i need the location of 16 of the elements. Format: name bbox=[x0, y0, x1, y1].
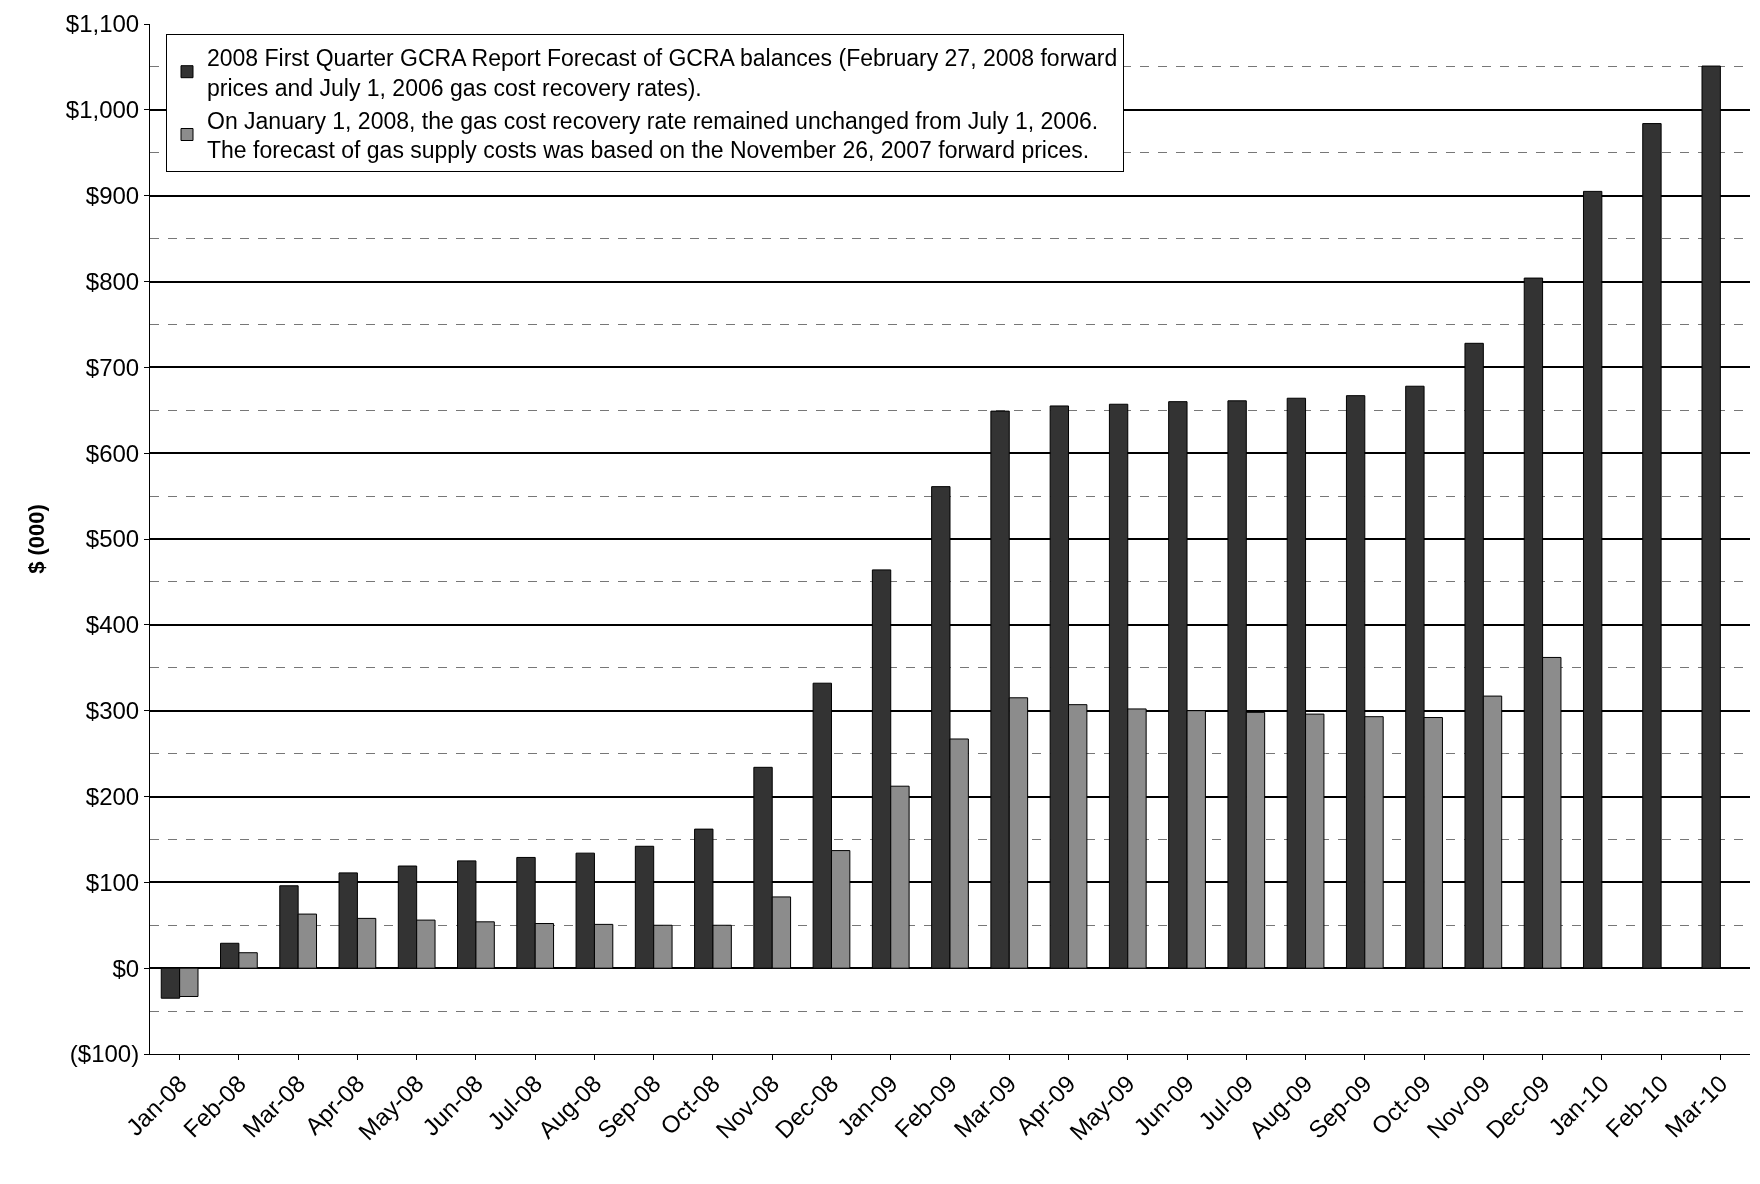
legend-label: 2008 First Quarter GCRA Report Forecast of GCRA balances (February 27, 2008 forward prices and July 1, 2006 gas cost recovery rates). bbox=[207, 44, 1118, 101]
y-axis-title: $ (000) bbox=[23, 504, 49, 574]
y-tick-label: $100 bbox=[85, 868, 140, 896]
y-tick-label: ($100) bbox=[69, 1040, 140, 1068]
y-tick-label: $400 bbox=[85, 611, 140, 639]
y-tick-label: $800 bbox=[85, 267, 140, 295]
y-tick-label: $300 bbox=[85, 697, 140, 725]
y-tick-label: $200 bbox=[85, 782, 140, 810]
y-tick-label: $1,000 bbox=[65, 96, 140, 124]
y-tick-label: $500 bbox=[85, 525, 140, 553]
y-tick-label: $0 bbox=[112, 954, 140, 982]
y-tick-label: $1,100 bbox=[65, 10, 140, 38]
y-tick-label: $700 bbox=[85, 353, 140, 381]
y-tick-label: $900 bbox=[85, 182, 140, 210]
legend-label: On January 1, 2008, the gas cost recovery rate remained unchanged from July 1, 2006. The forecast of gas supply costs was based on the November 26, 2007 forward prices. bbox=[207, 107, 1099, 164]
y-tick-label: $600 bbox=[85, 439, 140, 467]
